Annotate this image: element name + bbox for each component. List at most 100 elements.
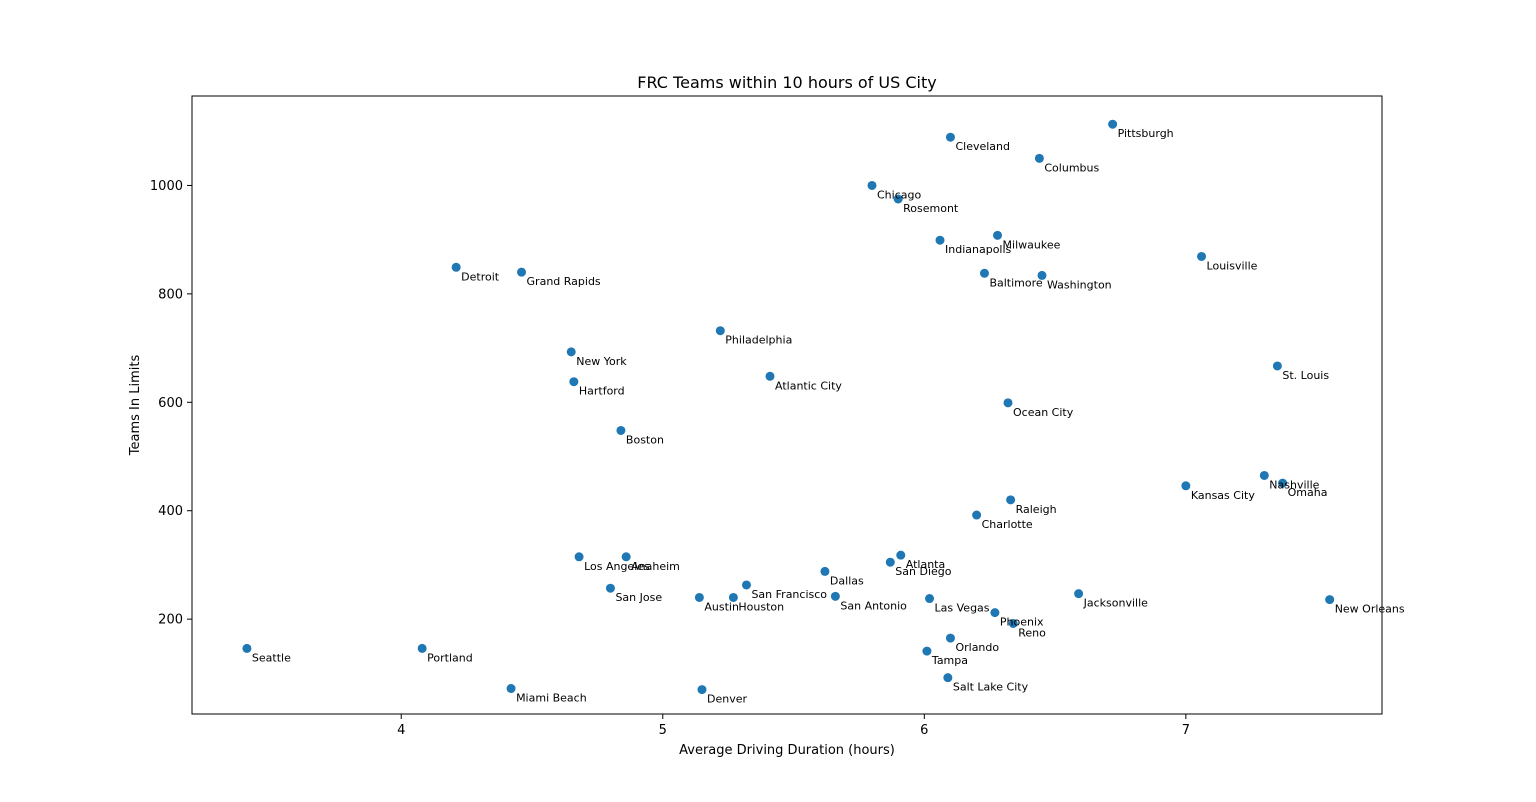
point-label: Portland	[427, 651, 473, 664]
point-label: Seattle	[252, 651, 291, 664]
data-point	[945, 132, 955, 142]
data-point	[566, 347, 576, 357]
point-label: Rosemont	[903, 202, 959, 215]
point-label: Las Vegas	[935, 602, 990, 615]
point-label: Austin	[704, 600, 739, 613]
plot-frame	[191, 95, 1383, 715]
point-label: Denver	[707, 693, 747, 706]
data-point	[1003, 398, 1013, 408]
point-label: San Francisco	[751, 588, 827, 601]
point-label: Reno	[1018, 626, 1046, 639]
point-label: Anaheim	[631, 560, 680, 573]
point-label: Columbus	[1044, 161, 1099, 174]
data-point	[972, 510, 982, 520]
data-point	[1008, 618, 1018, 628]
point-label: Cleveland	[955, 140, 1010, 153]
point-label: Raleigh	[1016, 503, 1057, 516]
point-label: Pittsburgh	[1118, 127, 1174, 140]
point-label: Washington	[1047, 278, 1112, 291]
data-point	[1037, 270, 1047, 280]
data-point	[1006, 495, 1016, 505]
data-point	[979, 268, 989, 278]
data-point	[893, 194, 903, 204]
data-point	[506, 684, 516, 694]
data-point	[741, 580, 751, 590]
x-tick-label: 7	[1182, 723, 1190, 738]
point-label: San Antonio	[840, 599, 907, 612]
data-point	[1108, 119, 1118, 129]
data-point	[694, 592, 704, 602]
point-label: Tampa	[931, 654, 968, 667]
point-label: New Orleans	[1335, 603, 1405, 616]
data-point	[867, 180, 877, 190]
data-point	[830, 591, 840, 601]
data-point	[765, 371, 775, 381]
data-point	[569, 377, 579, 387]
point-label: Orlando	[955, 641, 999, 654]
point-labels-layer: Pittsburgh Cleveland Columbus ChicagoRosemo…	[252, 127, 1405, 705]
data-point	[574, 552, 584, 562]
point-label: Atlantic City	[775, 379, 842, 392]
point-label: Boston	[626, 433, 664, 446]
point-label: Salt Lake City	[953, 681, 1029, 694]
point-label: Louisville	[1207, 259, 1258, 272]
point-label: Atlanta	[906, 558, 945, 571]
y-axis-title: Teams In Limits	[128, 355, 143, 457]
point-label: Los Angeles	[584, 560, 650, 573]
data-point	[1074, 589, 1084, 599]
point-label: Nashville	[1269, 478, 1319, 491]
data-point	[943, 673, 953, 683]
data-point	[451, 262, 461, 272]
point-label: Chicago	[877, 188, 921, 201]
data-point	[1197, 251, 1207, 261]
point-label: Indianapolis	[945, 243, 1012, 256]
points-layer	[242, 119, 1335, 695]
x-tick-label: 5	[659, 723, 667, 738]
x-tick-label: 6	[920, 723, 928, 738]
point-label: Phoenix	[1000, 616, 1044, 629]
data-point	[925, 594, 935, 604]
x-tick-label: 4	[397, 723, 405, 738]
point-label: Miami Beach	[516, 692, 587, 705]
data-point	[1259, 470, 1269, 480]
data-point	[935, 235, 945, 245]
data-point	[990, 608, 1000, 618]
data-point	[1325, 595, 1335, 605]
point-label: Jacksonville	[1083, 597, 1149, 610]
point-label: Kansas City	[1191, 489, 1255, 502]
data-point	[945, 633, 955, 643]
data-point	[242, 643, 252, 653]
y-tick-label: 1000	[150, 179, 183, 194]
point-label: Dallas	[830, 574, 864, 587]
data-point	[1278, 478, 1288, 488]
point-label: Baltimore	[989, 276, 1042, 289]
data-point	[697, 685, 707, 695]
y-tick-label: 200	[158, 613, 183, 628]
point-label: Philadelphia	[725, 334, 792, 347]
point-label: Houston	[738, 600, 784, 613]
data-point	[728, 592, 738, 602]
axes: 4 5 6 7 200 400 600 800 1000	[150, 95, 1383, 738]
x-axis-title: Average Driving Duration (hours)	[679, 743, 895, 758]
chart-title: FRC Teams within 10 hours of US City	[637, 73, 936, 92]
y-tick-label: 800	[158, 287, 183, 302]
data-point	[517, 267, 527, 277]
point-label: San Diego	[895, 565, 951, 578]
data-point	[621, 552, 631, 562]
point-label: Detroit	[461, 270, 500, 283]
point-label: Charlotte	[982, 518, 1033, 531]
data-point	[715, 326, 725, 336]
data-point	[820, 566, 830, 576]
data-point	[1034, 153, 1044, 163]
point-label: St. Louis	[1282, 369, 1329, 382]
point-label: Ocean City	[1013, 406, 1074, 419]
point-label: Hartford	[579, 385, 625, 398]
point-label: San Jose	[615, 591, 662, 604]
data-point	[993, 230, 1003, 240]
data-point	[922, 646, 932, 656]
data-point	[417, 643, 427, 653]
data-point	[1181, 481, 1191, 491]
data-point	[896, 550, 906, 560]
data-point	[616, 425, 626, 435]
